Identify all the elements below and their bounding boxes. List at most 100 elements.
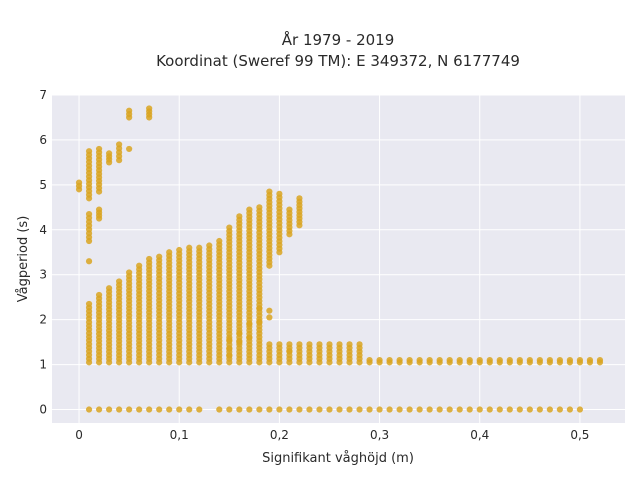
data-point — [336, 406, 343, 413]
data-point — [146, 105, 153, 112]
x-tick-label: 0,5 — [570, 428, 589, 442]
y-tick-label: 0 — [39, 403, 47, 417]
data-point — [286, 341, 293, 348]
data-point — [85, 258, 93, 265]
data-point — [506, 356, 513, 364]
data-point — [556, 406, 563, 413]
data-point — [586, 356, 594, 364]
data-point — [236, 330, 243, 337]
data-point — [536, 356, 543, 364]
data-point — [476, 356, 483, 364]
data-point — [406, 406, 413, 413]
data-point — [446, 356, 453, 364]
data-point — [376, 406, 383, 413]
data-point — [456, 356, 463, 364]
data-point — [566, 356, 574, 364]
data-point — [426, 356, 433, 364]
tick-labels: 0 0,1 0,2 0,3 0,4 0,5 0 1 2 3 4 5 6 7 — [39, 88, 589, 442]
data-point — [246, 406, 253, 413]
data-point — [526, 406, 533, 413]
data-point — [95, 291, 103, 299]
data-point — [256, 318, 263, 326]
data-point — [256, 204, 263, 211]
data-point — [436, 406, 443, 413]
x-tick-label: 0,4 — [470, 428, 489, 442]
data-point — [176, 246, 183, 254]
data-point — [296, 195, 303, 202]
data-point — [276, 341, 283, 348]
data-point — [296, 406, 303, 413]
chart-title-line1: År 1979 - 2019 — [282, 30, 395, 49]
data-point — [546, 406, 553, 413]
y-tick-label: 6 — [39, 133, 47, 147]
data-point — [476, 406, 483, 413]
data-point — [226, 336, 233, 343]
data-point — [176, 406, 183, 413]
data-point — [486, 406, 493, 413]
data-point — [376, 356, 383, 364]
data-point — [356, 406, 363, 413]
data-point — [576, 356, 584, 364]
data-point — [306, 341, 313, 348]
data-point — [216, 237, 223, 245]
data-point — [436, 356, 443, 364]
data-point — [105, 285, 113, 292]
data-point — [95, 206, 103, 213]
data-point — [236, 406, 243, 413]
data-point — [396, 406, 403, 413]
data-point — [246, 321, 253, 328]
y-tick-label: 4 — [39, 223, 47, 237]
data-point — [276, 190, 283, 197]
data-point — [136, 406, 143, 413]
x-tick-label: 0,1 — [170, 428, 189, 442]
data-point — [596, 356, 604, 364]
data-point — [426, 406, 433, 413]
data-point — [156, 253, 163, 260]
data-point — [116, 278, 123, 285]
data-point — [566, 406, 574, 413]
data-point — [576, 406, 584, 413]
chart-title-line2: Koordinat (Sweref 99 TM): E 349372, N 61… — [156, 52, 520, 70]
y-tick-label: 5 — [39, 178, 47, 192]
data-point — [166, 406, 173, 413]
data-point — [346, 406, 353, 413]
data-point — [246, 334, 253, 341]
data-point — [116, 141, 123, 148]
data-point — [406, 356, 413, 364]
data-point — [296, 341, 303, 348]
x-tick-label: 0,2 — [270, 428, 289, 442]
data-point — [146, 255, 153, 263]
data-points — [75, 105, 604, 413]
data-point — [266, 406, 273, 413]
x-tick-label: 0,3 — [370, 428, 389, 442]
data-point — [196, 244, 203, 251]
data-point — [266, 307, 273, 314]
data-point — [306, 406, 313, 413]
data-point — [266, 188, 273, 195]
data-point — [95, 145, 103, 153]
data-point — [156, 406, 163, 413]
data-point — [116, 406, 123, 413]
data-point — [416, 356, 423, 364]
data-point — [85, 406, 93, 413]
data-point — [276, 406, 283, 413]
data-point — [236, 339, 243, 346]
data-point — [556, 356, 563, 364]
data-point — [226, 352, 233, 359]
grid-lines — [52, 94, 625, 423]
data-point — [95, 406, 103, 413]
data-point — [256, 406, 263, 413]
data-point — [516, 356, 523, 364]
data-point — [146, 406, 153, 413]
x-tick-label: 0 — [75, 428, 83, 442]
data-point — [226, 224, 233, 231]
data-point — [206, 242, 213, 249]
data-point — [516, 406, 523, 413]
y-axis-label: Vågperiod (s) — [16, 216, 31, 303]
data-point — [85, 210, 93, 218]
data-point — [126, 145, 133, 153]
data-point — [226, 406, 233, 413]
data-point — [386, 356, 393, 364]
data-point — [456, 406, 463, 413]
